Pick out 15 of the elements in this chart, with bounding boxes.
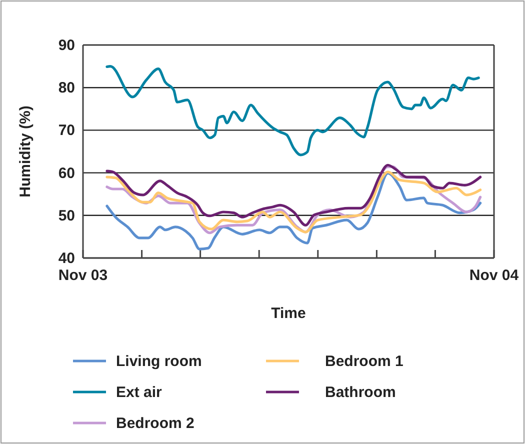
y-axis-title: Humidity (%) [17,106,34,198]
legend-label: Bathroom [325,384,396,401]
y-tick-label: 70 [58,122,75,140]
x-axis-title: Time [271,305,306,322]
legend-label: Ext air [116,384,162,401]
y-tick-label: 40 [58,250,75,267]
legend-label: Bedroom 2 [116,415,194,432]
y-tick-label: 60 [58,164,75,182]
legend-label: Living room [116,353,202,370]
x-tick-label: Nov 03 [58,267,108,284]
y-tick-label: 50 [58,207,75,224]
y-tick-label: 80 [58,80,75,97]
y-tick-label: 90 [58,37,75,54]
x-tick-label: Nov 04 [469,267,520,284]
legend-label: Bedroom 1 [325,353,404,370]
